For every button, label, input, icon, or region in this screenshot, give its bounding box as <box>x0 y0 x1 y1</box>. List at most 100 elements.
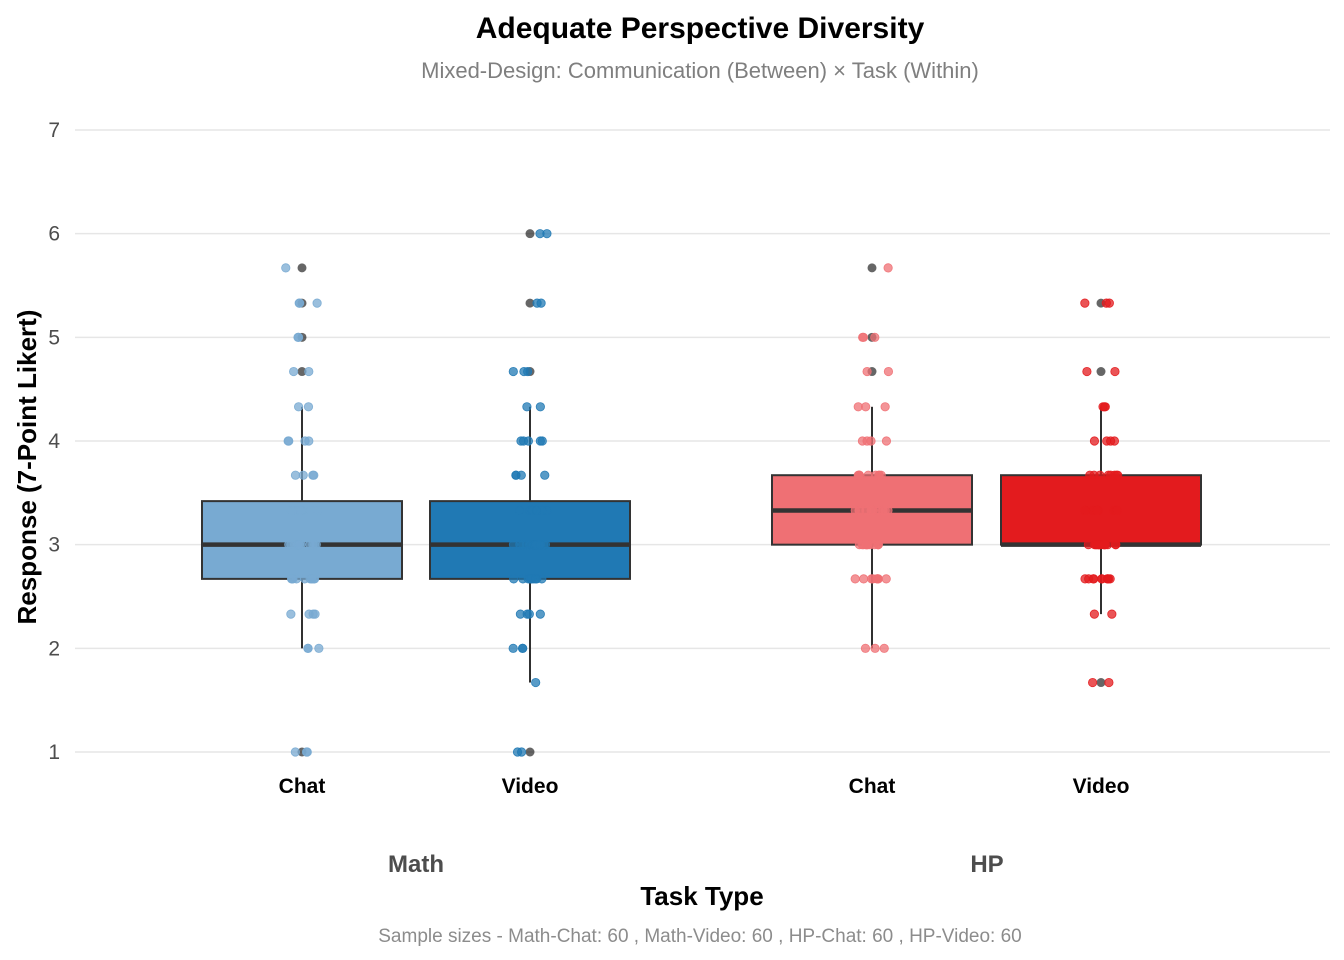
data-point <box>1111 540 1121 550</box>
data-point <box>859 574 869 584</box>
data-point <box>1101 298 1111 308</box>
x-tick-label: Chat <box>279 775 326 798</box>
chart-caption: Sample sizes - Math-Chat: 60 , Math-Vide… <box>378 926 1022 947</box>
outlier-point <box>297 263 307 273</box>
data-point <box>542 229 552 239</box>
chart-title: Adequate Perspective Diversity <box>476 12 925 45</box>
boxplot-math-chat <box>201 263 403 757</box>
data-point <box>883 366 894 377</box>
data-point <box>518 574 528 584</box>
data-point <box>309 574 319 584</box>
y-tick-label: 2 <box>48 637 60 660</box>
data-point <box>853 402 863 412</box>
boxplot-hp-chat <box>771 263 973 653</box>
data-point <box>301 747 312 757</box>
data-point <box>1080 574 1090 584</box>
data-point <box>1110 366 1120 377</box>
data-point <box>1082 366 1092 377</box>
data-point <box>293 402 304 412</box>
data-point <box>298 470 308 480</box>
y-tick-label: 6 <box>48 223 60 246</box>
data-point <box>1089 436 1100 446</box>
data-point <box>516 470 526 480</box>
data-point <box>515 609 526 619</box>
data-point <box>874 470 884 480</box>
boxplots <box>201 229 1202 757</box>
outlier-point <box>525 229 535 239</box>
data-point <box>308 609 318 619</box>
data-point <box>862 366 872 377</box>
data-point <box>863 470 873 480</box>
data-point <box>870 643 880 653</box>
data-point <box>862 505 872 516</box>
data-point <box>531 677 541 688</box>
facet-label: Math <box>388 851 444 878</box>
data-point <box>308 540 318 550</box>
data-point <box>1088 677 1098 688</box>
data-point <box>516 436 526 446</box>
x-axis-title: Task Type <box>640 881 763 911</box>
boxplot-math-video <box>429 229 631 757</box>
data-point <box>858 332 869 342</box>
data-point <box>309 470 319 480</box>
data-point <box>289 366 299 377</box>
data-point <box>295 298 305 308</box>
data-point <box>283 436 293 446</box>
data-point <box>303 643 313 653</box>
data-point <box>508 540 519 550</box>
outlier-point <box>867 263 877 273</box>
data-point <box>300 436 310 446</box>
data-point <box>881 436 892 446</box>
outlier-point <box>297 367 307 377</box>
data-point <box>294 540 305 550</box>
data-point <box>1080 505 1090 516</box>
gridlines <box>75 129 1330 753</box>
data-point <box>310 505 320 516</box>
x-tick-label: Chat <box>849 775 896 798</box>
data-point <box>524 609 534 619</box>
data-point <box>881 574 891 584</box>
data-point <box>866 436 876 446</box>
data-point <box>294 332 304 342</box>
data-point <box>304 366 314 377</box>
outlier-point <box>1096 367 1106 377</box>
data-point <box>854 470 864 480</box>
data-point <box>1104 677 1114 688</box>
y-tick-label: 3 <box>48 534 60 557</box>
data-point <box>312 298 322 308</box>
data-point <box>872 574 882 584</box>
data-point <box>537 436 547 446</box>
data-point <box>880 402 890 412</box>
data-point <box>1106 470 1116 480</box>
data-point <box>879 643 889 653</box>
data-point <box>1080 298 1090 308</box>
data-point <box>535 402 545 412</box>
data-point <box>1106 436 1116 446</box>
data-point <box>1098 402 1108 412</box>
y-tick-label: 7 <box>48 119 60 142</box>
data-point <box>286 609 296 619</box>
data-point <box>290 747 300 757</box>
data-point <box>1092 505 1102 516</box>
data-point <box>295 505 305 516</box>
x-tick-label: Video <box>1073 775 1130 798</box>
data-point <box>535 609 545 619</box>
data-point <box>850 574 860 584</box>
y-axis-ticks: 1 2 3 4 5 6 7 <box>48 119 60 764</box>
data-point <box>536 298 546 308</box>
data-point <box>522 402 532 412</box>
data-point <box>287 574 297 584</box>
outlier-point <box>1096 678 1106 688</box>
chart-subtitle: Mixed-Design: Communication (Between) × … <box>421 58 979 83</box>
data-point <box>540 470 550 480</box>
data-point <box>508 366 518 377</box>
data-point <box>1089 609 1099 619</box>
y-tick-label: 4 <box>48 430 60 453</box>
data-point <box>1095 470 1105 480</box>
data-point <box>290 470 301 480</box>
data-point <box>850 505 860 516</box>
outlier-point <box>525 747 535 757</box>
facet-label: HP <box>970 851 1003 878</box>
y-tick-label: 5 <box>48 326 60 349</box>
facet-labels: Math HP <box>388 851 1004 878</box>
